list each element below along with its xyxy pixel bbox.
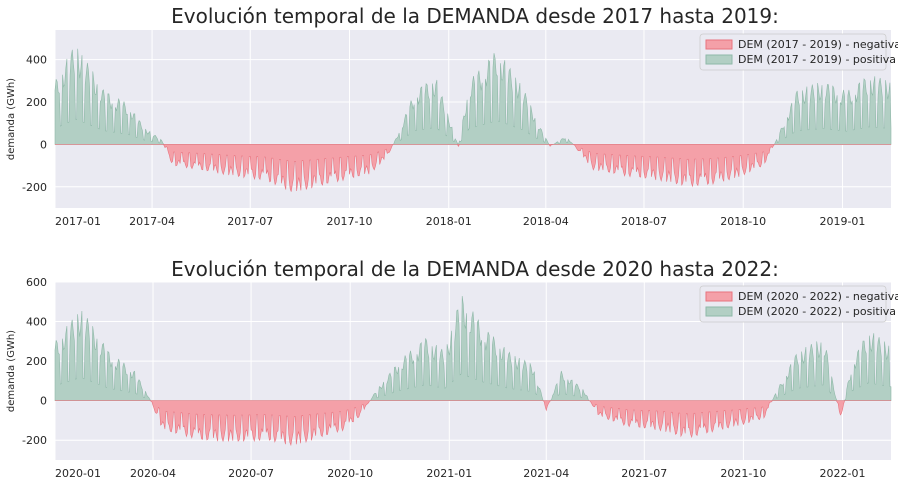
chart-panel-1: Evolución temporal de la DEMANDA desde 2… xyxy=(6,4,898,228)
chart-2-title: Evolución temporal de la DEMANDA desde 2… xyxy=(171,257,779,281)
legend-2: DEM (2020 - 2022) - negativa DEM (2020 -… xyxy=(699,285,898,323)
y-tick-label: -200 xyxy=(22,181,47,194)
x-tick-label: 2021-10 xyxy=(720,467,766,480)
legend-1-positive-label: DEM (2017 - 2019) - positiva xyxy=(738,53,896,66)
y-tick-label: 0 xyxy=(40,395,47,408)
x-tick-label: 2021-07 xyxy=(621,467,667,480)
legend-1-negative-label: DEM (2017 - 2019) - negativa xyxy=(738,38,898,51)
x-tick-label: 2017-10 xyxy=(327,215,373,228)
x-tick-label: 2018-04 xyxy=(523,215,569,228)
legend-2-positive-swatch xyxy=(705,306,733,317)
x-tick-label: 2020-04 xyxy=(130,467,176,480)
x-tick-label: 2021-04 xyxy=(523,467,569,480)
x-ticks-2: 2020-01 2020-04 2020-07 2020-10 2021-01 2021-… xyxy=(55,467,866,480)
areas-1 xyxy=(54,48,892,192)
negative-area-series xyxy=(55,400,891,447)
x-tick-label: 2017-07 xyxy=(227,215,273,228)
x-tick-label: 2018-07 xyxy=(621,215,667,228)
legend-2-negative-swatch xyxy=(705,291,733,302)
x-tick-label: 2021-01 xyxy=(426,467,472,480)
legend-1-negative-swatch xyxy=(705,39,733,50)
x-tick-label: 2022-01 xyxy=(820,467,866,480)
y-axis-label-2: demanda (GWh) xyxy=(6,330,17,412)
x-tick-label: 2018-10 xyxy=(720,215,766,228)
y-tick-label: 0 xyxy=(40,138,47,151)
x-tick-label: 2020-10 xyxy=(327,467,373,480)
x-tick-label: 2020-01 xyxy=(55,467,101,480)
y-tick-label: 200 xyxy=(26,355,47,368)
y-axis-label-1: demanda (GWh) xyxy=(6,78,17,160)
legend-1: DEM (2017 - 2019) - negativa DEM (2017 -… xyxy=(699,33,898,71)
legend-1-positive-swatch xyxy=(705,54,733,65)
x-tick-label: 2018-01 xyxy=(426,215,472,228)
y-tick-label: 600 xyxy=(26,276,47,289)
chart-1-title: Evolución temporal de la DEMANDA desde 2… xyxy=(171,4,779,28)
y-ticks-2: -200 0 200 400 600 xyxy=(22,276,47,447)
chart-panel-2: Evolución temporal de la DEMANDA desde 2… xyxy=(6,257,898,480)
negative-area-series xyxy=(55,144,891,192)
y-ticks-1: -200 0 200 400 xyxy=(22,54,47,194)
y-tick-label: -200 xyxy=(22,434,47,447)
y-tick-label: 400 xyxy=(26,54,47,67)
areas-2 xyxy=(54,295,892,447)
x-tick-label: 2019-01 xyxy=(819,215,865,228)
x-tick-label: 2017-04 xyxy=(129,215,175,228)
y-tick-label: 200 xyxy=(26,96,47,109)
legend-2-negative-label: DEM (2020 - 2022) - negativa xyxy=(738,290,898,303)
x-tick-label: 2020-07 xyxy=(228,467,274,480)
legend-2-positive-label: DEM (2020 - 2022) - positiva xyxy=(738,305,896,318)
x-ticks-1: 2017-01 2017-04 2017-07 2017-10 2018-01 2018-… xyxy=(55,215,865,228)
y-tick-label: 400 xyxy=(26,316,47,329)
x-tick-label: 2017-01 xyxy=(55,215,101,228)
